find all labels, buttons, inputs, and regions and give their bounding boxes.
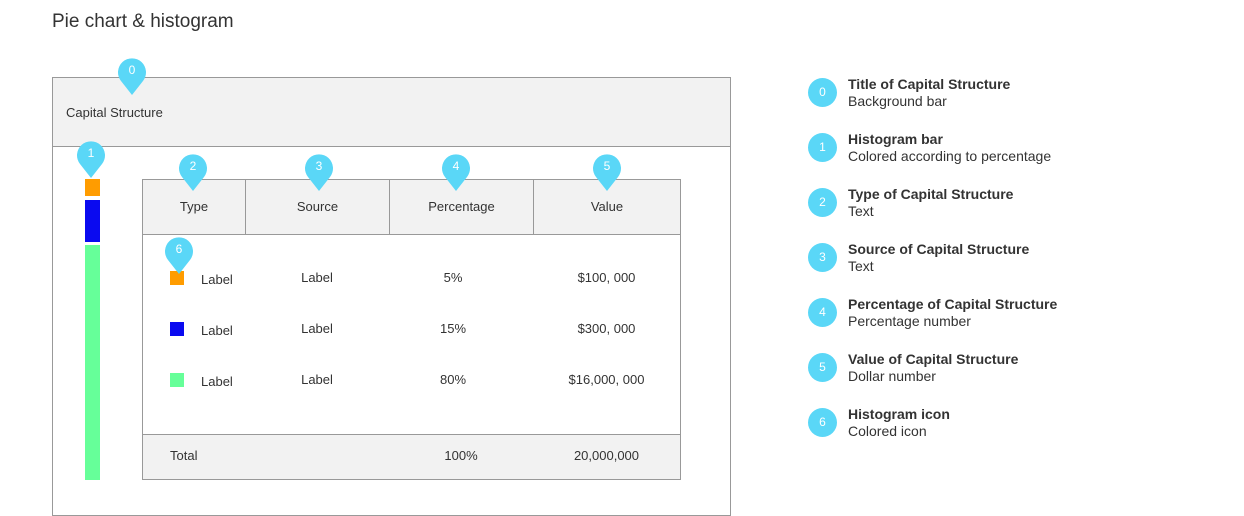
cell-value: $16,000, 000 <box>568 372 645 387</box>
annotation-pin: 3 <box>304 154 334 192</box>
cell-value: $100, 000 <box>577 270 636 285</box>
legend-item: 6 Histogram icon Colored icon <box>808 406 1228 442</box>
capital-structure-panel: Capital Structure Type Source Percentage… <box>52 77 731 516</box>
legend-item: 3 Source of Capital Structure Text <box>808 241 1228 277</box>
legend-badge: 2 <box>808 188 837 217</box>
cell-percentage: 80% <box>439 372 467 387</box>
annotation-pin: 0 <box>117 58 147 96</box>
legend-badge: 6 <box>808 408 837 437</box>
cell-percentage: 5% <box>443 270 463 285</box>
legend-item: 2 Type of Capital Structure Text <box>808 186 1228 222</box>
histogram-icon <box>170 322 184 336</box>
legend-title: Percentage of Capital Structure <box>848 296 1058 312</box>
legend-badge: 3 <box>808 243 837 272</box>
cell-type: Label <box>201 272 233 287</box>
pin-number: 1 <box>87 146 95 160</box>
cell-source: Label <box>301 270 333 285</box>
legend-title: Histogram bar <box>848 131 943 147</box>
cell-percentage: 15% <box>439 321 467 336</box>
legend-title: Source of Capital Structure <box>848 241 1030 257</box>
legend-desc: Background bar <box>848 93 947 109</box>
annotation-pin: 1 <box>76 141 106 179</box>
pin-number: 2 <box>189 159 197 173</box>
legend-badge: 5 <box>808 353 837 382</box>
annotation-pin: 5 <box>592 154 622 192</box>
legend-title: Histogram icon <box>848 406 950 422</box>
histogram-bar-segment <box>85 179 100 196</box>
header-source: Source <box>245 180 389 234</box>
cell-source: Label <box>301 372 333 387</box>
header-percentage: Percentage <box>389 180 533 234</box>
header-value: Value <box>533 180 680 234</box>
legend-item: 4 Percentage of Capital Structure Percen… <box>808 296 1228 332</box>
legend-title: Value of Capital Structure <box>848 351 1019 367</box>
pin-number: 5 <box>603 159 611 173</box>
table-row: Label Label 5% $100, 000 <box>143 268 680 288</box>
pin-number: 6 <box>175 242 183 256</box>
legend-item: 5 Value of Capital Structure Dollar numb… <box>808 351 1228 387</box>
table-footer: Total 100% 20,000,000 <box>143 434 680 479</box>
cell-type: Label <box>201 323 233 338</box>
annotation-pin: 2 <box>178 154 208 192</box>
panel-title: Capital Structure <box>66 105 163 120</box>
total-value: 20,000,000 <box>573 448 640 463</box>
annotation-pin: 6 <box>164 237 194 275</box>
annotation-pin: 4 <box>441 154 471 192</box>
table-row: Label Label 80% $16,000, 000 <box>143 370 680 390</box>
legend-badge: 4 <box>808 298 837 327</box>
legend-title: Title of Capital Structure <box>848 76 1011 92</box>
legend-desc: Colored icon <box>848 423 927 439</box>
total-percentage: 100% <box>444 448 478 463</box>
capital-structure-table: Type Source Percentage Value Label Label… <box>142 179 681 480</box>
legend-desc: Colored according to percentage <box>848 148 1052 164</box>
page-title: Pie chart & histogram <box>52 11 234 32</box>
total-label: Total <box>170 448 198 463</box>
legend-desc: Text <box>848 203 874 219</box>
legend-item: 1 Histogram bar Colored according to per… <box>808 131 1228 167</box>
pin-number: 0 <box>128 63 136 77</box>
legend-desc: Percentage number <box>848 313 971 329</box>
histogram-bar-segment <box>85 200 100 242</box>
histogram-bar-segment <box>85 245 100 480</box>
legend-title: Type of Capital Structure <box>848 186 1014 202</box>
histogram-icon <box>170 373 184 387</box>
histogram-icon <box>170 271 184 285</box>
table-row: Label Label 15% $300, 000 <box>143 319 680 339</box>
legend-item: 0 Title of Capital Structure Background … <box>808 76 1228 112</box>
legend-badge: 1 <box>808 133 837 162</box>
cell-type: Label <box>201 374 233 389</box>
table-header: Type Source Percentage Value <box>143 180 680 235</box>
legend-desc: Dollar number <box>848 368 936 384</box>
cell-source: Label <box>301 321 333 336</box>
title-bar: Capital Structure <box>53 78 730 147</box>
legend-desc: Text <box>848 258 874 274</box>
pin-number: 3 <box>315 159 323 173</box>
pin-number: 4 <box>452 159 460 173</box>
legend-badge: 0 <box>808 78 837 107</box>
header-type: Type <box>179 199 209 214</box>
cell-value: $300, 000 <box>577 321 636 336</box>
